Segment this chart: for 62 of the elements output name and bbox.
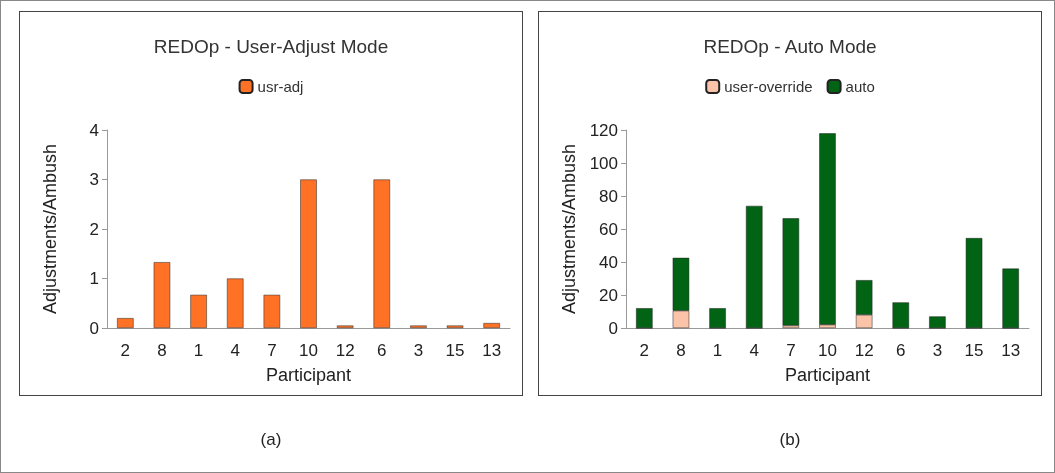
text: (a) bbox=[259, 430, 283, 450]
y-tick-label: 4 bbox=[89, 120, 99, 140]
x-tick-label: 6 bbox=[896, 341, 906, 360]
bar bbox=[153, 262, 171, 328]
y-axis-title: Adjustments/Ambush bbox=[559, 143, 579, 315]
x-axis-title: Participant bbox=[265, 365, 352, 385]
y-tick-label: 60 bbox=[599, 219, 618, 239]
legend-label: usr-adj bbox=[257, 78, 304, 95]
x-tick-label: 13 bbox=[1001, 341, 1021, 360]
x-tick-label: 8 bbox=[676, 341, 686, 360]
x-tick-label: 1 bbox=[193, 341, 204, 360]
x-tick-label: 15 bbox=[445, 341, 465, 360]
chart-title: REDOp - User-Adjust Mode bbox=[153, 36, 389, 57]
x-tick-label: 10 bbox=[818, 341, 837, 360]
y-axis-title: Adjustments/Ambush bbox=[40, 143, 60, 315]
chart-title: REDOp - Auto Mode bbox=[703, 36, 877, 57]
x-tick-label: 2 bbox=[120, 341, 131, 360]
x-tick-label: 7 bbox=[786, 341, 796, 360]
bar bbox=[929, 316, 946, 328]
y-tick-label: 1 bbox=[89, 269, 99, 288]
y-tick-label: 0 bbox=[89, 318, 99, 338]
x-tick-label: 1 bbox=[712, 341, 723, 360]
bar bbox=[636, 308, 653, 328]
bar bbox=[1002, 268, 1019, 328]
y-tick-label: 120 bbox=[589, 120, 618, 140]
bar bbox=[819, 133, 836, 325]
bar bbox=[190, 294, 207, 328]
legend-label: auto bbox=[845, 78, 875, 95]
bar bbox=[709, 308, 726, 328]
x-tick-label: 7 bbox=[267, 341, 277, 360]
x-tick-label: 10 bbox=[299, 341, 318, 360]
bar bbox=[483, 323, 500, 328]
bar bbox=[745, 205, 763, 328]
bar bbox=[263, 294, 281, 328]
y-tick-label: 2 bbox=[89, 219, 99, 239]
x-tick-label: 4 bbox=[749, 341, 759, 360]
bar bbox=[965, 238, 983, 328]
x-tick-label: 3 bbox=[932, 341, 943, 360]
bar bbox=[782, 218, 800, 326]
bar bbox=[300, 179, 317, 328]
y-tick-label: 0 bbox=[608, 318, 618, 338]
x-tick-label: 2 bbox=[639, 341, 650, 360]
x-axis-title: Participant bbox=[784, 365, 871, 385]
bar bbox=[373, 179, 391, 328]
y-tick-label: 100 bbox=[589, 153, 618, 173]
y-tick-label: 3 bbox=[89, 170, 99, 189]
x-tick-label: 12 bbox=[335, 341, 355, 360]
x-tick-label: 6 bbox=[377, 341, 387, 360]
x-tick-label: 3 bbox=[413, 341, 424, 360]
x-tick-label: 12 bbox=[854, 341, 874, 360]
x-tick-label: 13 bbox=[482, 341, 502, 360]
y-tick-label: 40 bbox=[599, 252, 618, 272]
bar bbox=[117, 318, 134, 328]
text: (b) bbox=[778, 430, 802, 450]
bar bbox=[892, 302, 910, 328]
y-tick-label: 20 bbox=[599, 285, 618, 305]
x-tick-label: 4 bbox=[230, 341, 240, 360]
y-tick-label: 80 bbox=[599, 186, 618, 206]
bar bbox=[226, 278, 244, 328]
legend-label: user-override bbox=[724, 78, 813, 95]
x-tick-label: 15 bbox=[964, 341, 984, 360]
x-tick-label: 8 bbox=[157, 341, 167, 360]
